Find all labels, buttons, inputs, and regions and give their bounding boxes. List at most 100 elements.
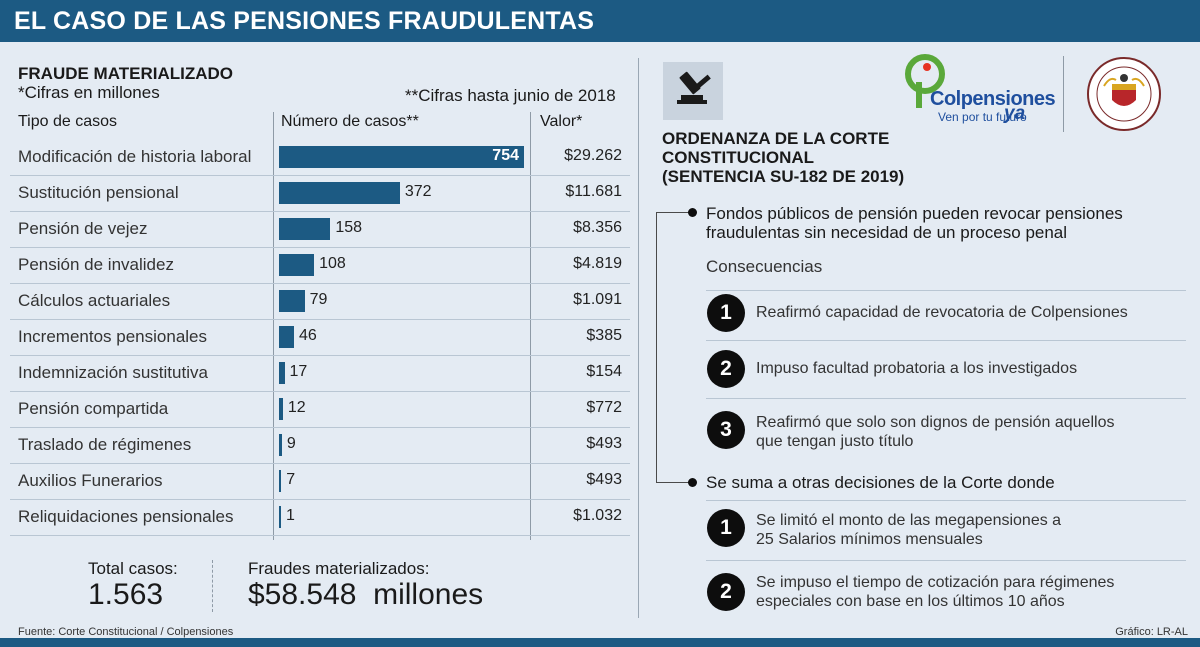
value-amount: $4.819 [573,255,622,272]
total-cases-label: Total casos: [88,559,178,578]
colpensiones-logo: Colpensiones Ven por tu futuro ya [900,52,1056,132]
row-divider [10,499,630,500]
tree-branch-1 [656,212,690,213]
fraud-total-value: $58.548 millones [248,578,484,611]
value-amount: $1.091 [573,291,622,308]
value-amount: $772 [586,399,622,416]
row-divider [10,211,630,212]
bullet-2-text: Se suma a otras decisiones de la Corte d… [706,473,1055,492]
bar-value-label: 754 [492,147,519,164]
corte-seal-icon [1086,56,1162,132]
category-label: Sustitución pensional [18,183,179,202]
ordenanza-heading-line-3: (SENTENCIA SU-182 DE 2019) [662,167,905,186]
consequence-3-text-line-2: que tengan justo título [756,433,914,450]
logo-divider [1063,56,1064,132]
row-divider [10,391,630,392]
row-divider [10,427,630,428]
bar-value-label: 372 [404,183,432,200]
value-amount: $11.681 [565,183,622,200]
decision-2-number: 2 [707,573,745,611]
consequence-1-text: Reafirmó capacidad de revocatoria de Col… [756,304,1128,321]
page-title: EL CASO DE LAS PENSIONES FRAUDULENTAS [14,7,595,35]
bar-value-label: 9 [286,435,296,452]
category-label: Pensión compartida [18,399,169,418]
bullet-dot-1 [688,208,697,217]
bar [279,290,305,312]
consequence-sep-3 [706,398,1186,399]
consequence-3-text-line-1: Reafirmó que solo son dignos de pensión … [756,414,1115,431]
decision-1-text-line-1: Se limitó el monto de las megapensiones … [756,512,1062,529]
chart-heading: FRAUDE MATERIALIZADO [18,64,233,83]
graphic-credit: Gráfico: LR-AL [1115,626,1188,638]
row-divider [10,283,630,284]
value-amount: $493 [586,471,622,488]
logo-ya: ya [1004,103,1026,124]
decision-1-number: 1 [707,509,745,547]
consequence-3-number: 3 [707,411,745,449]
bullet-1-line-1: Fondos públicos de pensión pueden revoca… [706,204,1123,223]
bar-value-label: 12 [287,399,306,416]
bar [279,146,524,168]
value-amount: $8.356 [573,219,622,236]
footer-bar [0,638,1200,647]
consequence-1-number: 1 [707,294,745,332]
category-label: Cálculos actuariales [18,291,171,310]
bar [279,434,282,456]
logo-name: Colpensiones [930,88,1056,110]
totals-divider [212,560,213,612]
category-label: Pensión de vejez [18,219,148,238]
logo-tagline: Ven por tu futuro [938,110,1027,124]
ordenanza-heading-line-1: ORDENANZA DE LA CORTE [662,129,890,148]
bar [279,470,282,492]
col-separator-2 [530,112,531,540]
col-header-count: Número de casos** [281,113,419,130]
value-amount: $29.262 [564,147,622,164]
category-label: Pensión de invalidez [18,255,174,274]
consequence-2-number: 2 [707,350,745,388]
units-note: *Cifras en millones [18,83,160,102]
value-amount: $1.032 [573,507,622,524]
tree-branch-2 [656,482,690,483]
bar-value-label: 79 [309,291,328,308]
row-divider [10,463,630,464]
category-label: Traslado de régimenes [18,435,192,454]
bar [279,362,285,384]
bullet-1-line-2: fraudulentas sin necesidad de un proceso… [706,223,1068,242]
bar-value-label: 17 [289,363,308,380]
date-note: **Cifras hasta junio de 2018 [405,86,616,105]
panel-divider [638,58,639,618]
category-label: Incrementos pensionales [18,327,208,346]
tree-vertical-line [656,212,657,482]
category-label: Auxilios Funerarios [18,471,163,490]
consequence-2-text: Impuso facultad probatoria a los investi… [756,360,1078,377]
decision-sep-2 [706,560,1186,561]
consequence-sep-2 [706,340,1186,341]
category-label: Indemnización sustitutiva [18,363,208,382]
value-amount: $385 [586,327,622,344]
bar-value-label: 1 [286,507,295,524]
value-amount: $154 [586,363,622,380]
col-separator-1 [273,112,274,540]
col-header-type: Tipo de casos [18,113,118,130]
bar-value-label: 46 [298,327,317,344]
fraud-total-label: Fraudes materializados: [248,559,430,578]
bar [279,506,281,528]
ordenanza-heading-line-2: CONSTITUCIONAL [662,148,815,167]
category-label: Modificación de historia laboral [18,147,252,166]
decision-sep-1 [706,500,1186,501]
header-bar: EL CASO DE LAS PENSIONES FRAUDULENTAS [0,0,1200,42]
bar-value-label: 108 [319,255,346,272]
bar [279,254,315,276]
row-divider [10,175,630,176]
col-header-value: Valor* [540,113,583,130]
category-label: Reliquidaciones pensionales [18,507,234,526]
bar [279,326,294,348]
consequences-label: Consecuencias [706,257,823,276]
bar [279,182,400,204]
row-divider [10,535,630,536]
row-divider [10,355,630,356]
source-note: Fuente: Corte Constitucional / Colpensio… [18,626,234,638]
row-divider [10,247,630,248]
bar [279,398,283,420]
bar [279,218,331,240]
